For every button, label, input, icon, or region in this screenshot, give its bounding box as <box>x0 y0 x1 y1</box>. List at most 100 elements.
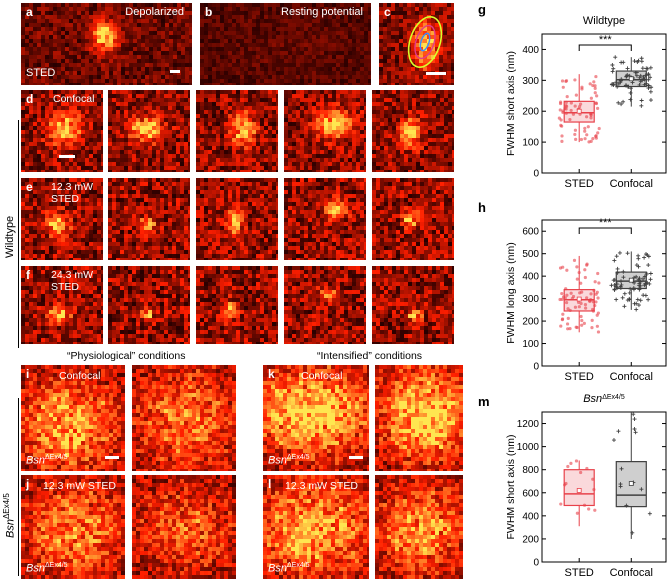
panel-letter-b: b <box>205 5 213 19</box>
significance-bracket-g <box>578 44 632 51</box>
y-tick-label-h-0: 0 <box>533 362 539 373</box>
data-point-g-confocal <box>621 60 626 65</box>
x-tick-label-h-1: Confocal <box>610 371 653 383</box>
data-point-g-confocal <box>634 73 639 78</box>
data-point-g-sted <box>596 131 600 135</box>
panel-caption-f-line-2: STED <box>51 281 80 293</box>
y-tick-label-m-2: 400 <box>522 511 539 522</box>
data-point-g-sted <box>589 96 593 100</box>
data-point-g-confocal <box>644 66 649 71</box>
data-point-h-sted <box>585 296 589 300</box>
data-point-g-sted <box>573 128 578 132</box>
data-point-h-confocal <box>638 298 643 303</box>
data-point-m-sted <box>559 502 563 506</box>
data-point-m-sted <box>566 464 570 469</box>
y-tick-label-m-3: 600 <box>522 488 539 499</box>
data-point-h-sted <box>595 313 599 317</box>
image-panel-d-3 <box>196 90 278 172</box>
data-point-h-sted <box>566 327 570 331</box>
data-point-g-sted <box>573 132 577 137</box>
mean-g-1 <box>628 76 634 82</box>
y-axis-label-g: FWHM short axis (nm) <box>505 51 517 156</box>
data-point-g-sted <box>583 137 587 141</box>
data-point-h-confocal <box>638 283 643 288</box>
data-point-h-sted <box>594 300 598 304</box>
data-point-g-confocal <box>639 98 644 103</box>
data-point-h-confocal <box>614 297 619 302</box>
panel-caption-b: Resting potential <box>281 6 363 18</box>
y-tick-label-m-6: 1200 <box>517 419 540 430</box>
data-point-g-sted <box>569 108 573 113</box>
panel-letter-a: a <box>26 5 33 19</box>
chart-letter-h: h <box>478 200 486 215</box>
data-point-g-confocal <box>628 90 633 95</box>
data-point-h-sted <box>580 323 584 327</box>
y-tick-label-g-3: 300 <box>522 76 539 87</box>
data-point-h-confocal <box>648 277 653 282</box>
image-panel-c: c <box>379 3 454 85</box>
y-axis-label-m: FWHM short axis (nm) <box>505 435 517 540</box>
panel-caption-k: Confocal <box>301 370 343 382</box>
data-point-g-sted <box>593 86 597 91</box>
mean-m-1 <box>628 481 634 486</box>
data-point-g-confocal <box>619 102 624 107</box>
data-point-g-confocal <box>625 66 630 71</box>
data-point-m-confocal <box>647 511 652 516</box>
data-point-g-confocal <box>640 66 645 71</box>
data-point-g-confocal <box>649 85 654 90</box>
image-panel-b: b Resting potential <box>200 3 371 85</box>
outer-fit-ellipse <box>407 16 443 68</box>
image-panel-l: l 12.3 mW STED BsnΔEx4/5 <box>263 475 369 579</box>
chart-frame-g <box>541 33 667 174</box>
data-point-h-sted <box>584 306 588 310</box>
data-point-g-sted <box>568 117 572 122</box>
x-tick-label-m-0: STED <box>565 567 594 579</box>
data-point-g-sted <box>580 87 584 91</box>
data-point-m-confocal <box>631 412 636 417</box>
data-point-g-sted <box>565 95 569 99</box>
data-point-g-sted <box>594 74 598 79</box>
y-tick-label-m-4: 800 <box>522 465 539 476</box>
data-point-g-sted <box>597 126 601 131</box>
data-point-g-confocal <box>632 59 637 64</box>
data-point-g-sted <box>560 134 564 138</box>
data-point-h-sted <box>566 307 570 311</box>
data-point-g-sted <box>595 94 599 98</box>
data-point-g-sted <box>561 85 565 89</box>
image-panel-l-partner <box>375 475 463 579</box>
data-point-g-sted <box>577 104 582 109</box>
image-panel-j-partner <box>132 475 236 579</box>
chart-title-m: BsnΔEx4/5 <box>583 393 625 405</box>
data-point-g-confocal <box>648 89 653 94</box>
data-point-g-confocal <box>616 81 621 86</box>
data-point-g-confocal <box>646 77 651 82</box>
data-point-h-confocal <box>647 281 652 286</box>
data-point-h-confocal <box>634 301 639 306</box>
scale-bar-k <box>349 456 363 459</box>
data-point-g-sted <box>560 139 564 144</box>
data-point-h-sted <box>583 268 587 272</box>
data-point-g-sted <box>585 133 589 137</box>
data-point-h-sted <box>577 305 581 309</box>
data-point-h-sted <box>566 316 570 320</box>
data-point-g-sted <box>578 102 583 106</box>
data-point-g-sted <box>591 83 595 88</box>
chart-h: h 0 100 200 300 400 500 600 FWHM long axis (nm) S… <box>478 200 667 383</box>
data-point-h-sted <box>579 281 583 285</box>
y-tick-label-m-5: 1000 <box>517 442 540 453</box>
data-point-g-confocal <box>610 82 615 87</box>
data-point-h-sted <box>583 275 587 280</box>
data-point-g-sted <box>569 101 573 105</box>
data-point-g-sted <box>594 136 598 140</box>
data-point-h-confocal <box>615 266 620 271</box>
chart-letter-g: g <box>478 2 486 17</box>
chart-letter-m: m <box>478 394 490 409</box>
data-point-h-confocal <box>611 278 616 283</box>
image-panel-f-4 <box>284 266 366 344</box>
data-point-g-sted <box>586 125 590 129</box>
panel-caption-f-line-1: 24.3 mW <box>51 269 94 281</box>
y-tick-label-h-6: 600 <box>522 227 539 238</box>
significance-label-g: *** <box>599 34 613 46</box>
condition-intensified: “Intensified” conditions <box>317 350 423 362</box>
